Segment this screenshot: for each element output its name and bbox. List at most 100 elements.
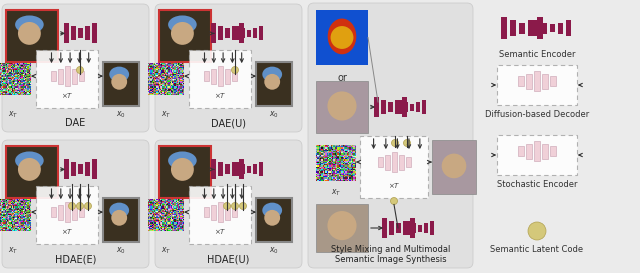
- Bar: [526, 144, 532, 159]
- Text: Semantic Encoder: Semantic Encoder: [499, 50, 575, 59]
- Text: HDAE(U): HDAE(U): [207, 254, 250, 264]
- Text: $x_T$: $x_T$: [331, 188, 341, 198]
- Bar: [510, 20, 516, 36]
- Bar: [401, 97, 406, 117]
- Bar: [189, 50, 251, 108]
- Text: DAE(U): DAE(U): [211, 118, 246, 128]
- Bar: [58, 204, 63, 219]
- Bar: [259, 162, 263, 176]
- Bar: [241, 164, 245, 174]
- Bar: [63, 159, 68, 179]
- Bar: [316, 10, 368, 65]
- Bar: [410, 103, 414, 111]
- Bar: [378, 157, 383, 167]
- Bar: [385, 155, 390, 170]
- Circle shape: [84, 203, 92, 209]
- Bar: [84, 162, 90, 176]
- Bar: [316, 81, 368, 133]
- Bar: [92, 23, 97, 43]
- Bar: [247, 30, 251, 37]
- Bar: [381, 218, 387, 238]
- Text: or: or: [337, 73, 347, 83]
- Bar: [6, 146, 58, 198]
- Bar: [497, 65, 577, 105]
- Bar: [211, 69, 216, 84]
- Bar: [211, 23, 216, 43]
- Circle shape: [171, 158, 194, 181]
- Bar: [424, 223, 428, 233]
- Bar: [103, 198, 139, 242]
- Bar: [418, 224, 422, 232]
- Bar: [218, 26, 223, 40]
- Bar: [534, 20, 538, 36]
- Bar: [159, 146, 211, 198]
- Circle shape: [223, 203, 230, 209]
- Text: $x_T$: $x_T$: [8, 110, 18, 120]
- Bar: [253, 28, 257, 38]
- Bar: [204, 71, 209, 81]
- Bar: [388, 221, 394, 235]
- Text: $x_0$: $x_0$: [116, 246, 126, 257]
- Bar: [404, 102, 408, 112]
- Bar: [541, 22, 547, 34]
- Bar: [528, 20, 534, 36]
- Bar: [497, 135, 577, 175]
- Ellipse shape: [15, 16, 44, 34]
- Bar: [51, 207, 56, 217]
- Bar: [403, 221, 408, 235]
- Circle shape: [328, 211, 356, 240]
- Bar: [360, 136, 428, 198]
- Bar: [387, 102, 392, 112]
- Bar: [103, 62, 139, 106]
- Bar: [92, 159, 97, 179]
- Bar: [537, 17, 543, 39]
- Bar: [406, 157, 410, 167]
- Text: $\times T$: $\times T$: [388, 181, 400, 190]
- Bar: [58, 69, 63, 84]
- Bar: [406, 221, 410, 235]
- Circle shape: [264, 210, 280, 226]
- Bar: [159, 10, 211, 62]
- Bar: [557, 22, 563, 34]
- Bar: [519, 22, 525, 34]
- Bar: [398, 100, 402, 114]
- Circle shape: [264, 74, 280, 90]
- FancyBboxPatch shape: [155, 4, 302, 132]
- Bar: [225, 204, 230, 219]
- Circle shape: [390, 197, 397, 204]
- Bar: [36, 50, 98, 108]
- Bar: [542, 73, 548, 88]
- FancyBboxPatch shape: [308, 3, 473, 268]
- Circle shape: [18, 22, 41, 45]
- Bar: [381, 100, 385, 114]
- Ellipse shape: [262, 67, 282, 82]
- Text: $x_T$: $x_T$: [161, 246, 171, 257]
- Text: $x_0$: $x_0$: [116, 110, 126, 120]
- Circle shape: [403, 140, 410, 147]
- Bar: [225, 28, 230, 38]
- Bar: [235, 26, 239, 40]
- Ellipse shape: [262, 203, 282, 218]
- Bar: [77, 164, 83, 174]
- Bar: [430, 221, 434, 235]
- Bar: [422, 100, 426, 114]
- Bar: [51, 71, 56, 81]
- FancyBboxPatch shape: [155, 140, 302, 268]
- Bar: [256, 62, 292, 106]
- Bar: [518, 146, 524, 156]
- Bar: [526, 73, 532, 88]
- Circle shape: [171, 22, 194, 45]
- Bar: [84, 26, 90, 40]
- Bar: [399, 155, 403, 170]
- Bar: [79, 71, 83, 81]
- Text: Stochastic Encoder: Stochastic Encoder: [497, 180, 577, 189]
- Bar: [392, 152, 397, 172]
- Bar: [239, 23, 243, 43]
- Text: $x_T$: $x_T$: [8, 246, 18, 257]
- Bar: [65, 66, 70, 86]
- Circle shape: [111, 74, 127, 90]
- Text: DAE: DAE: [65, 118, 86, 128]
- Bar: [239, 159, 243, 179]
- FancyBboxPatch shape: [2, 4, 149, 132]
- Bar: [72, 69, 77, 84]
